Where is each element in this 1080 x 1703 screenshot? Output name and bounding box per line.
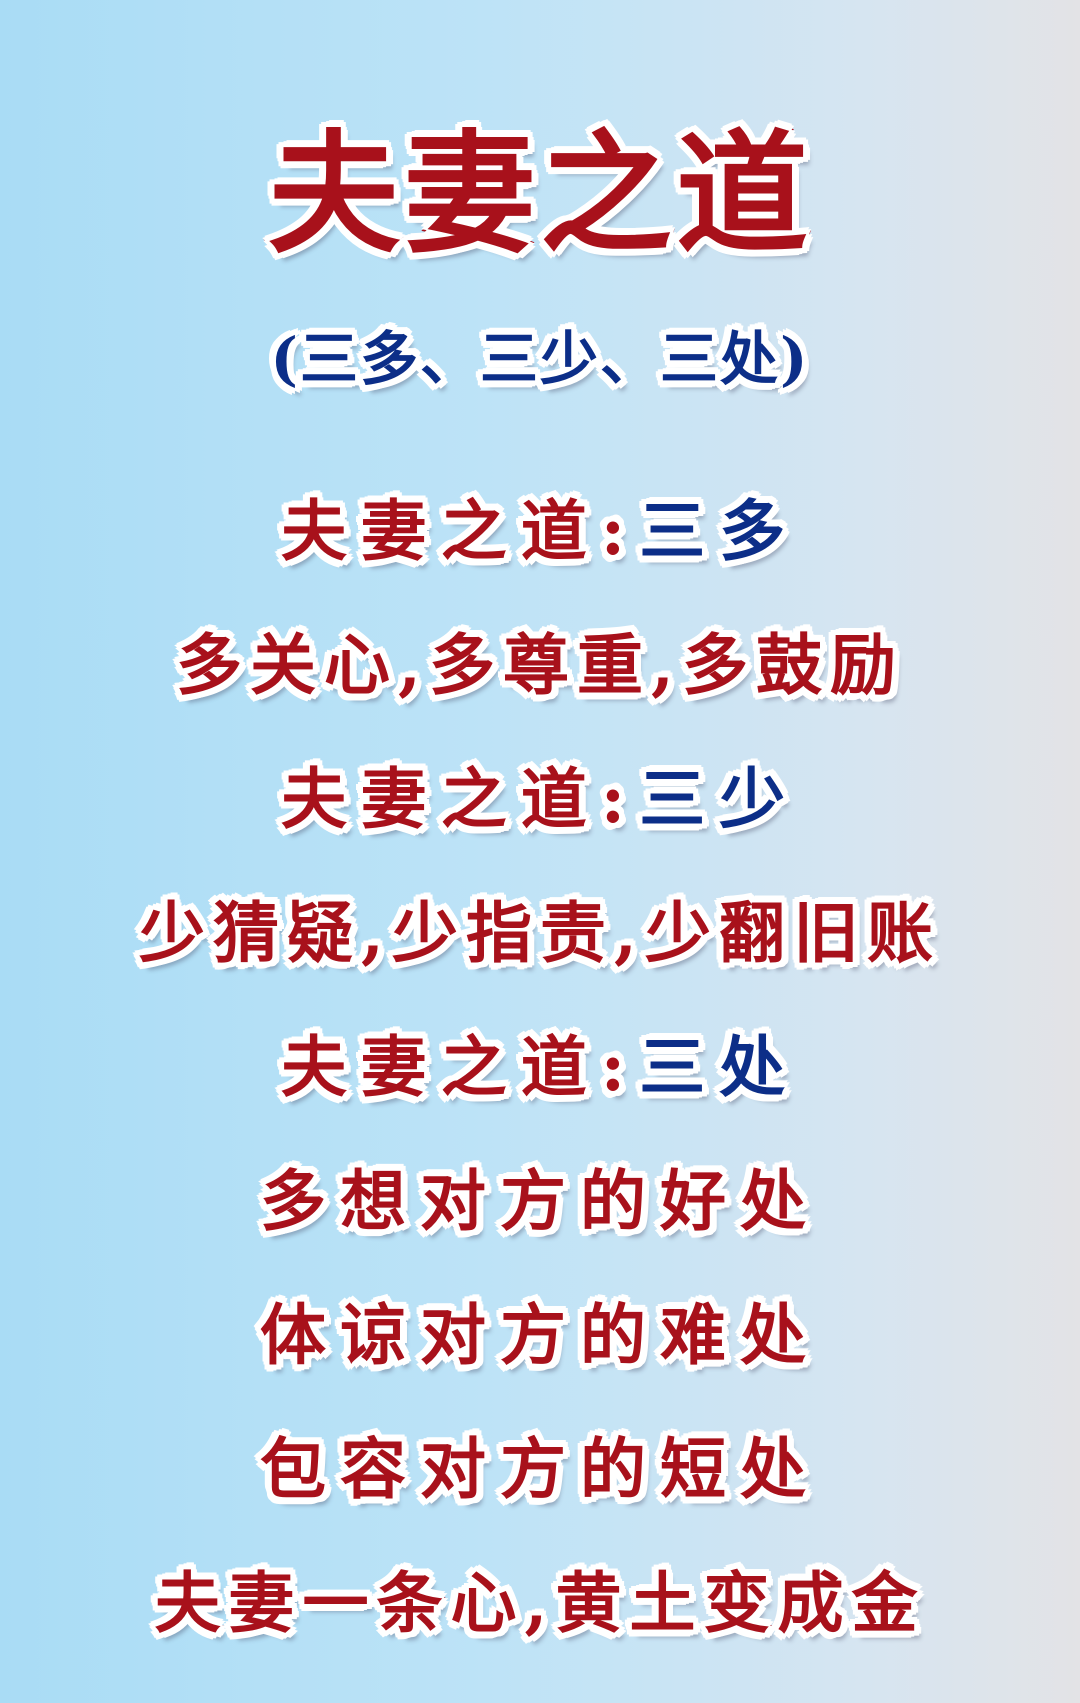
heading-three-more: 夫妻之道:三多 bbox=[0, 478, 1080, 574]
heading-prefix: 夫妻之道: bbox=[279, 1027, 640, 1108]
heading-three-less: 夫妻之道:三少 bbox=[0, 746, 1080, 842]
difficulties-text: 体谅对方的难处 bbox=[259, 1295, 820, 1376]
poster-subtitle: (三多、三少、三处) bbox=[270, 324, 810, 394]
heading-value: 三多 bbox=[638, 491, 800, 572]
heading-three-places: 夫妻之道:三处 bbox=[0, 1014, 1080, 1110]
heading-value: 三处 bbox=[638, 1027, 800, 1108]
three-more-text: 多关心,多尊重,多鼓励 bbox=[175, 625, 904, 706]
heading-prefix: 夫妻之道: bbox=[279, 759, 640, 840]
three-less-text: 少猜疑,少指责,少翻旧账 bbox=[138, 893, 941, 974]
poster-title: 夫妻之道 bbox=[265, 114, 812, 275]
heading-prefix: 夫妻之道: bbox=[279, 491, 640, 572]
shortcomings-text: 包容对方的短处 bbox=[259, 1429, 820, 1510]
closing-motto: 夫妻一条心,黄土变成金 bbox=[153, 1563, 926, 1644]
heading-value: 三少 bbox=[638, 759, 800, 840]
good-points-text: 多想对方的好处 bbox=[259, 1161, 820, 1242]
